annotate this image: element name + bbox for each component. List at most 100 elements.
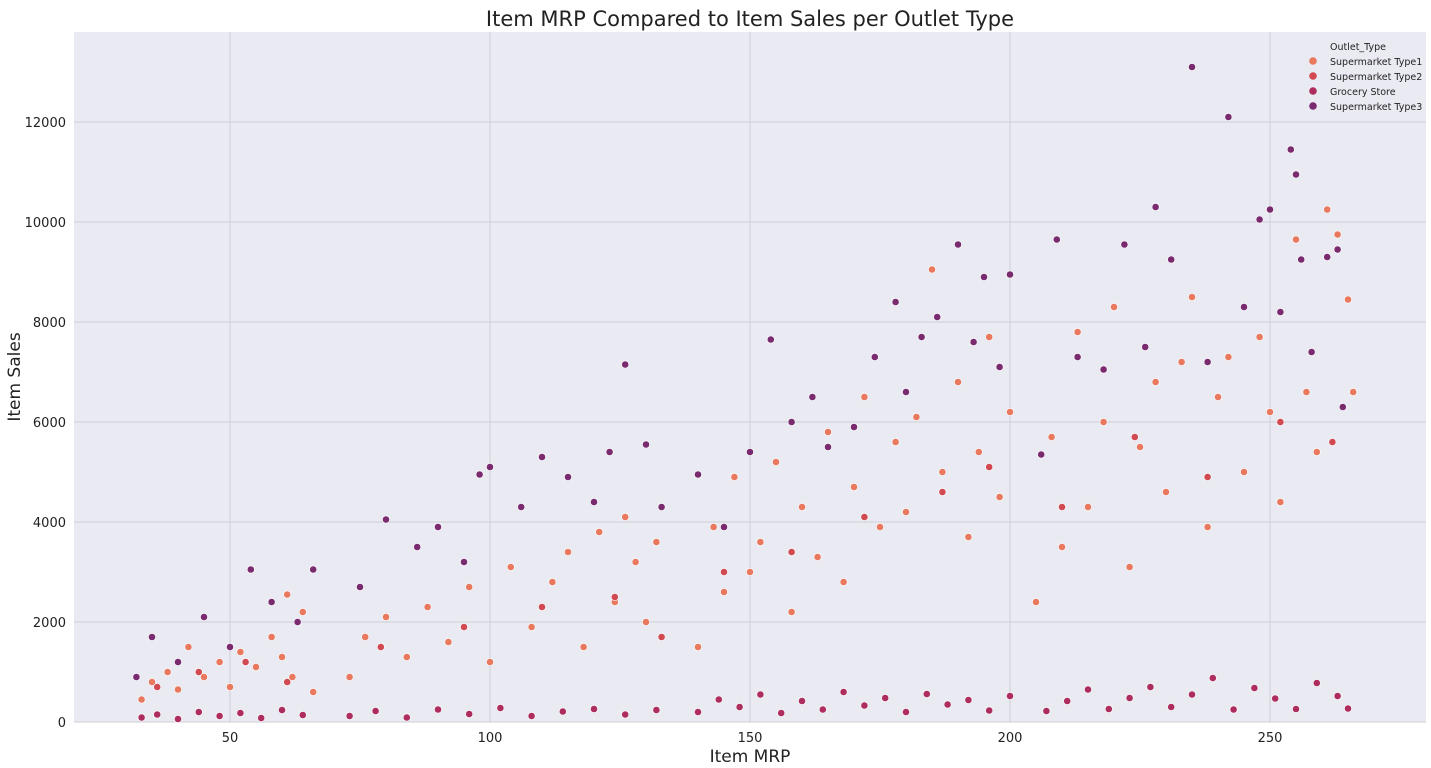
data-point [933, 313, 942, 321]
legend-label: Supermarket Type3 [1330, 102, 1422, 113]
data-point [475, 470, 484, 479]
data-points [132, 63, 1358, 723]
legend-marker [1309, 57, 1317, 65]
grid-lines [74, 32, 1426, 723]
data-point [1344, 704, 1352, 713]
data-point [382, 515, 390, 524]
data-point [1344, 295, 1352, 304]
data-point [1203, 473, 1212, 481]
data-point [980, 273, 988, 281]
data-point [200, 673, 208, 681]
data-point [1042, 707, 1051, 715]
data-point [174, 685, 182, 694]
data-point [376, 643, 385, 651]
data-point [766, 335, 775, 344]
data-point [1110, 303, 1118, 311]
data-point [1292, 170, 1300, 179]
data-point [631, 558, 640, 566]
data-point [642, 618, 650, 626]
data-point [527, 623, 536, 631]
x-tick-label: 250 [1258, 731, 1283, 746]
data-point [371, 707, 380, 715]
data-point [1188, 293, 1196, 301]
x-tick-label: 200 [998, 731, 1023, 746]
data-point [772, 458, 780, 466]
data-point [236, 648, 245, 656]
data-point [839, 688, 848, 696]
data-point [506, 563, 515, 571]
data-point [194, 668, 203, 676]
data-point [954, 378, 962, 386]
data-point [891, 438, 900, 446]
data-point [798, 697, 806, 705]
data-point [1052, 235, 1061, 244]
data-point [1006, 408, 1014, 416]
data-point [876, 523, 884, 531]
data-point [434, 705, 442, 714]
legend-marker [1309, 72, 1317, 80]
data-point [714, 695, 723, 704]
tick-labels: 50 100 150 200 250 0 2000 4000 6000 8000 10000 1200… [25, 116, 1283, 746]
data-point [839, 578, 848, 586]
data-point [1333, 692, 1342, 700]
x-tick-label: 100 [478, 731, 503, 746]
data-point [309, 565, 318, 574]
x-tick-label: 50 [222, 731, 239, 746]
data-point [200, 613, 208, 621]
data-point [1130, 433, 1139, 441]
data-point [148, 678, 156, 686]
data-point [1203, 358, 1212, 366]
chart-title: Item MRP Compared to Item Sales per Outl… [486, 7, 1014, 31]
data-point [1323, 205, 1332, 214]
data-point [1006, 692, 1014, 700]
legend-label: Supermarket Type1 [1330, 57, 1422, 68]
y-axis-title: Item Sales [5, 332, 25, 421]
data-point [954, 240, 962, 249]
data-point [1104, 705, 1113, 713]
data-point [1073, 353, 1082, 361]
data-point [808, 393, 817, 401]
data-point [538, 603, 546, 611]
data-point [246, 565, 255, 574]
data-point [590, 705, 598, 713]
data-point [1120, 240, 1129, 249]
data-point [1333, 245, 1342, 254]
data-point [850, 483, 858, 491]
data-point [995, 493, 1004, 501]
data-point [709, 523, 718, 531]
data-point [720, 568, 728, 576]
data-point [787, 548, 796, 556]
data-point [860, 701, 869, 710]
y-tick-label: 2000 [33, 616, 66, 631]
data-point [460, 558, 468, 566]
data-point [621, 360, 630, 369]
data-point [730, 473, 739, 481]
data-point [267, 633, 276, 641]
data-point [1058, 543, 1066, 551]
data-point [465, 583, 474, 591]
data-point [215, 658, 224, 666]
data-point [995, 363, 1004, 371]
data-point [1323, 253, 1332, 261]
data-point [1037, 450, 1046, 459]
data-point [345, 673, 354, 681]
data-point [917, 333, 926, 341]
data-point [657, 503, 666, 511]
data-point [1224, 353, 1233, 361]
data-point [1099, 418, 1108, 426]
y-tick-label: 4000 [33, 516, 66, 531]
data-point [402, 653, 411, 661]
legend-marker [1309, 102, 1317, 110]
data-point [943, 700, 952, 709]
data-point [1188, 63, 1196, 71]
data-point [902, 388, 910, 396]
data-point [652, 538, 661, 546]
data-point [756, 538, 765, 546]
data-point [818, 705, 827, 714]
data-point [579, 643, 588, 651]
data-point [1302, 388, 1311, 396]
data-point [938, 468, 947, 476]
data-point [278, 706, 286, 714]
data-point [1167, 255, 1176, 264]
